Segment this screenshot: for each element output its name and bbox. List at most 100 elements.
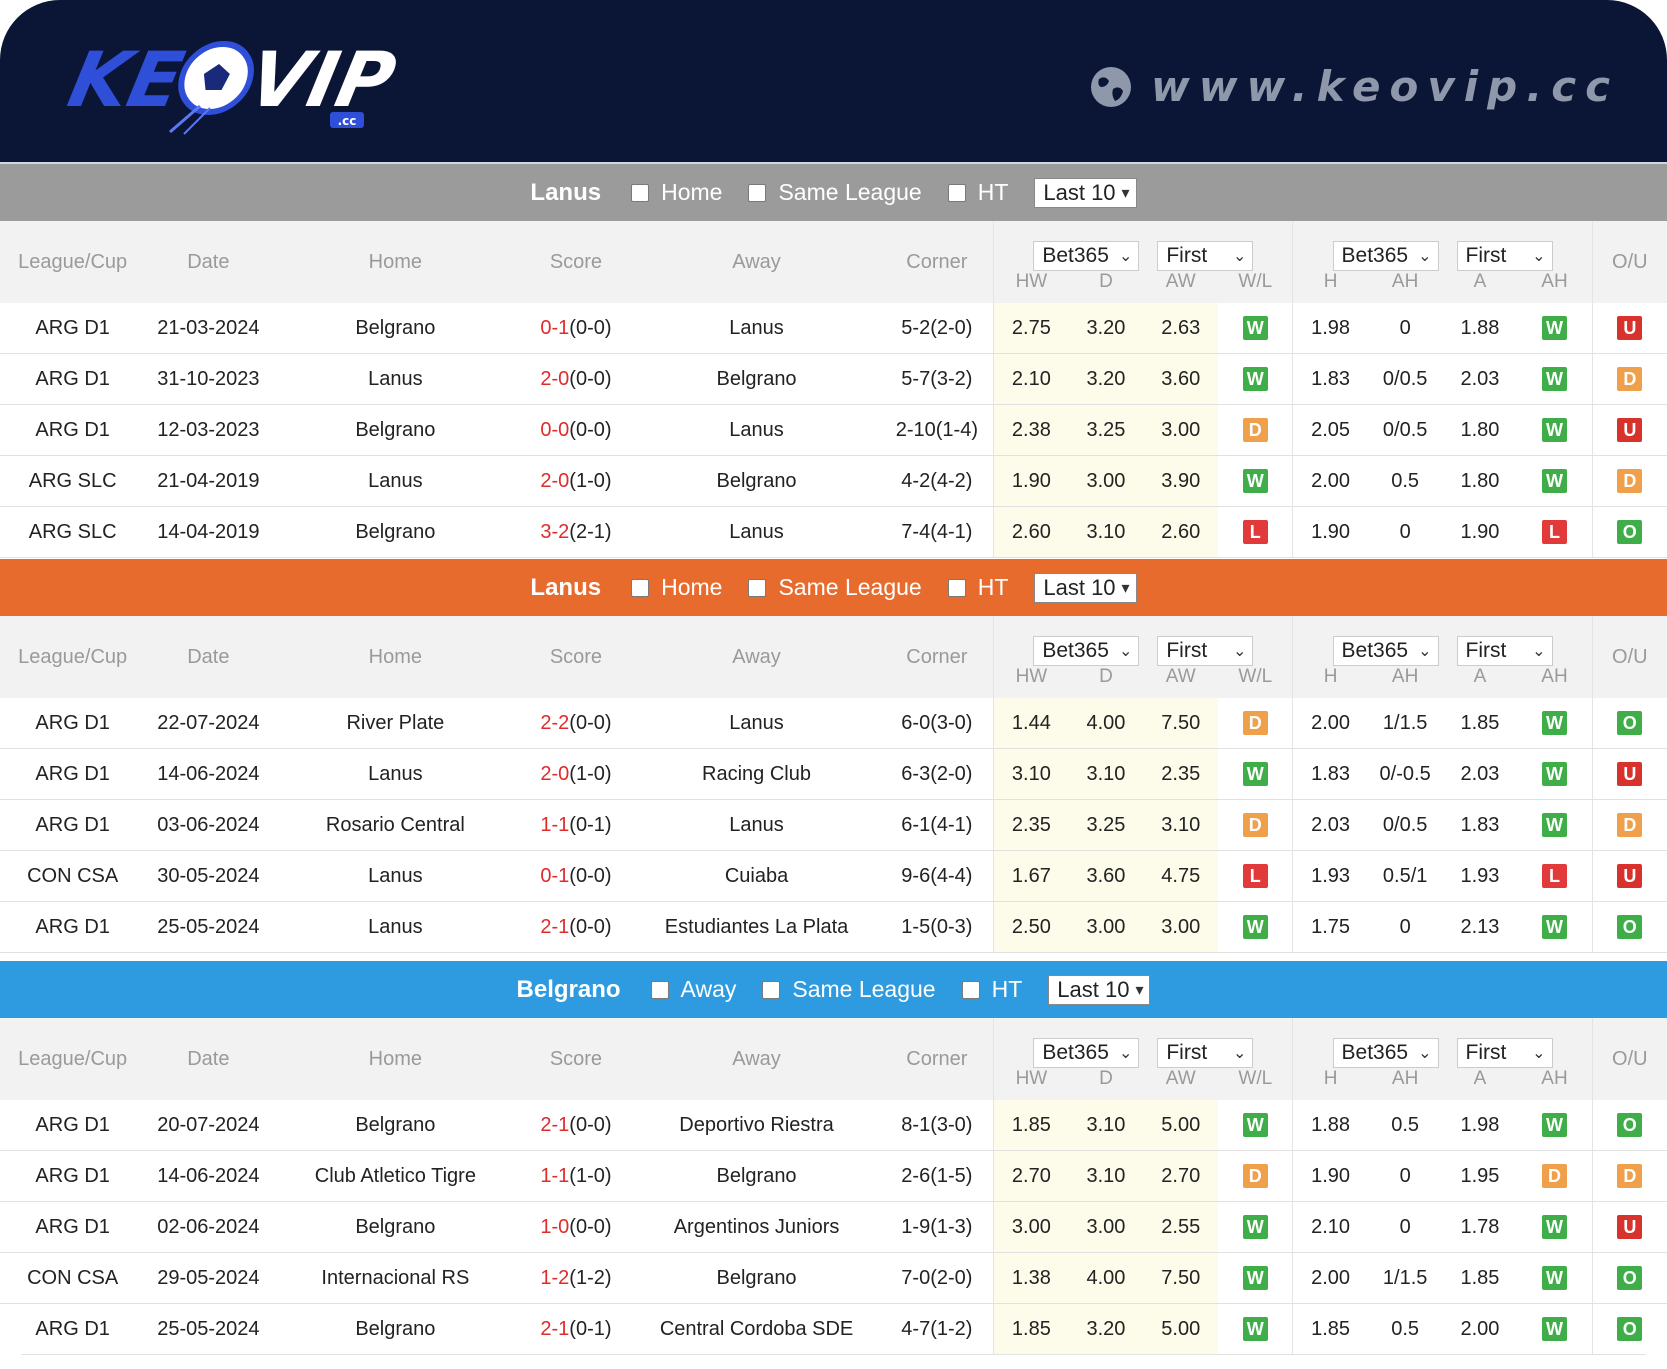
table-row[interactable]: ARG D1 14-06-2024 Lanus 2-0(1-0) Racing Club… xyxy=(0,748,1667,800)
score-fulltime: 0-1 xyxy=(540,864,570,887)
table-row[interactable]: ARG D1 03-06-2024 Rosario Central 1-1(0-1) L… xyxy=(0,799,1667,851)
away-ah-odds-cell: 2.03 xyxy=(1442,353,1518,405)
result-badge: W xyxy=(1242,367,1268,391)
table-row[interactable]: CON CSA 29-05-2024 Internacional RS 1-2(1-2… xyxy=(0,1252,1667,1304)
away-team-cell[interactable]: Central Cordoba SDE xyxy=(632,1303,881,1355)
away-team-cell[interactable]: Cuiaba xyxy=(632,850,881,902)
bookmaker-select[interactable]: Bet365 ⌄ xyxy=(1332,636,1439,666)
bookmaker-select[interactable]: Bet365 ⌄ xyxy=(1033,1038,1140,1068)
ah-line-cell: 0 xyxy=(1367,506,1443,558)
home-team-cell[interactable]: Lanus xyxy=(271,353,520,405)
score-cell: 3-2(2-1) xyxy=(519,506,633,558)
period-select[interactable]: First ⌄ xyxy=(1157,1038,1254,1068)
home-ah-odds-cell: 2.00 xyxy=(1292,698,1368,749)
period-select[interactable]: First ⌄ xyxy=(1456,636,1553,666)
ah-result-cell: W xyxy=(1517,1201,1593,1253)
ou-result-badge: O xyxy=(1617,711,1643,735)
away-team-cell[interactable]: Belgrano xyxy=(632,353,881,405)
away-team-cell[interactable]: Estudiantes La Plata xyxy=(632,901,881,953)
away-team-cell[interactable]: Lanus xyxy=(632,799,881,851)
keovip-logo[interactable]: KE VIP .cc xyxy=(60,36,420,136)
date-cell: 25-05-2024 xyxy=(145,901,272,953)
last-matches-select[interactable]: Last 10 ▾ xyxy=(1048,974,1151,1005)
bookmaker-select[interactable]: Bet365 ⌄ xyxy=(1332,241,1439,271)
filter-checkbox[interactable] xyxy=(961,980,980,999)
table-row[interactable]: CON CSA 30-05-2024 Lanus 0-1(0-0) Cuiaba 9-6(… xyxy=(0,850,1667,902)
away-team-cell[interactable]: Deportivo Riestra xyxy=(632,1100,881,1151)
home-team-cell[interactable]: Belgrano xyxy=(271,1100,520,1151)
col-away: Away xyxy=(632,221,881,303)
draw-odds-cell: 3.25 xyxy=(1068,404,1144,456)
wl-cell: D xyxy=(1218,1150,1293,1202)
bookmaker-select[interactable]: Bet365 ⌄ xyxy=(1033,636,1140,666)
filter-checkbox[interactable] xyxy=(650,980,669,999)
last-matches-select[interactable]: Last 10 ▾ xyxy=(1034,177,1137,208)
home-team-cell[interactable]: Belgrano xyxy=(271,1303,520,1355)
ah-line-cell: 1/1.5 xyxy=(1367,1252,1443,1304)
table-row[interactable]: ARG D1 14-06-2024 Club Atletico Tigre 1-1(1… xyxy=(0,1150,1667,1202)
table-row[interactable]: ARG SLC 21-04-2019 Lanus 2-0(1-0) Belgrano 4-… xyxy=(0,455,1667,507)
filter-checkbox[interactable] xyxy=(631,578,650,597)
home-team-cell[interactable]: River Plate xyxy=(271,698,520,749)
home-team-cell[interactable]: Belgrano xyxy=(271,404,520,456)
period-select[interactable]: First ⌄ xyxy=(1157,241,1254,271)
ou-result-badge: U xyxy=(1617,316,1643,340)
away-team-cell[interactable]: Racing Club xyxy=(632,748,881,800)
away-team-cell[interactable]: Belgrano xyxy=(632,1150,881,1202)
home-team-cell[interactable]: Lanus xyxy=(271,850,520,902)
table-row[interactable]: ARG SLC 14-04-2019 Belgrano 3-2(2-1) Lanus 7-… xyxy=(0,506,1667,558)
table-row[interactable]: ARG D1 25-05-2024 Belgrano 2-1(0-1) Central … xyxy=(0,1303,1667,1355)
draw-odds-cell: 3.10 xyxy=(1068,506,1144,558)
filter-checkbox[interactable] xyxy=(748,578,767,597)
away-team-cell[interactable]: Lanus xyxy=(632,303,881,354)
table-row[interactable]: ARG D1 20-07-2024 Belgrano 2-1(0-0) Deportiv… xyxy=(0,1100,1667,1151)
away-team-cell[interactable]: Lanus xyxy=(632,698,881,749)
bookmaker-select[interactable]: Bet365 ⌄ xyxy=(1332,1038,1439,1068)
away-team-cell[interactable]: Belgrano xyxy=(632,455,881,507)
table-row[interactable]: ARG D1 21-03-2024 Belgrano 0-1(0-0) Lanus 5-2… xyxy=(0,303,1667,354)
ah-result-cell: W xyxy=(1517,303,1593,354)
team-name: Belgrano xyxy=(516,975,621,1003)
period-select[interactable]: First ⌄ xyxy=(1456,1038,1553,1068)
home-team-cell[interactable]: Rosario Central xyxy=(271,799,520,851)
col-ah: AH xyxy=(1367,1068,1443,1100)
away-team-cell[interactable]: Lanus xyxy=(632,506,881,558)
away-team-cell[interactable]: Belgrano xyxy=(632,1252,881,1304)
wl-cell: W xyxy=(1218,455,1293,507)
period-select[interactable]: First ⌄ xyxy=(1456,241,1553,271)
table-row[interactable]: ARG D1 02-06-2024 Belgrano 1-0(0-0) Argentin… xyxy=(0,1201,1667,1253)
home-team-cell[interactable]: Belgrano xyxy=(271,506,520,558)
filter-checkbox[interactable] xyxy=(631,183,650,202)
bookmaker-select[interactable]: Bet365 ⌄ xyxy=(1033,241,1140,271)
away-team-cell[interactable]: Argentinos Juniors xyxy=(632,1201,881,1253)
home-team-cell[interactable]: Club Atletico Tigre xyxy=(271,1150,520,1202)
hw-odds-cell: 3.10 xyxy=(993,748,1069,800)
score-fulltime: 0-0 xyxy=(540,418,570,441)
table-row[interactable]: ARG D1 31-10-2023 Lanus 2-0(0-0) Belgrano 5-7… xyxy=(0,353,1667,405)
last-matches-select[interactable]: Last 10 ▾ xyxy=(1034,572,1137,603)
table-row[interactable]: ARG D1 25-05-2024 Lanus 2-1(0-0) Estudiantes… xyxy=(0,901,1667,953)
home-team-cell[interactable]: Belgrano xyxy=(271,303,520,354)
score-cell: 0-1(0-0) xyxy=(519,303,633,354)
col-ou: O/U xyxy=(1591,1018,1667,1100)
table-row[interactable]: ARG D1 12-03-2023 Belgrano 0-0(0-0) Lanus 2-1… xyxy=(0,404,1667,456)
score-cell: 2-1(0-1) xyxy=(519,1303,633,1355)
away-ah-odds-cell: 1.85 xyxy=(1442,1252,1518,1304)
filter-checkbox[interactable] xyxy=(748,183,767,202)
filter-checkbox[interactable] xyxy=(947,183,966,202)
score-fulltime: 2-0 xyxy=(540,367,570,390)
period-select[interactable]: First ⌄ xyxy=(1157,636,1254,666)
site-url[interactable]: www.keovip.cc xyxy=(1089,62,1619,111)
league-cell: ARG D1 xyxy=(0,353,146,405)
table-row[interactable]: ARG D1 22-07-2024 River Plate 2-2(0-0) Lanus… xyxy=(0,698,1667,749)
home-team-cell[interactable]: Lanus xyxy=(271,455,520,507)
home-team-cell[interactable]: Lanus xyxy=(271,901,520,953)
ah-result-badge: W xyxy=(1541,1317,1567,1341)
home-team-cell[interactable]: Lanus xyxy=(271,748,520,800)
home-team-cell[interactable]: Internacional RS xyxy=(271,1252,520,1304)
home-team-cell[interactable]: Belgrano xyxy=(271,1201,520,1253)
filter-checkbox[interactable] xyxy=(947,578,966,597)
filter-checkbox[interactable] xyxy=(762,980,781,999)
away-team-cell[interactable]: Lanus xyxy=(632,404,881,456)
wl-cell: W xyxy=(1218,353,1293,405)
